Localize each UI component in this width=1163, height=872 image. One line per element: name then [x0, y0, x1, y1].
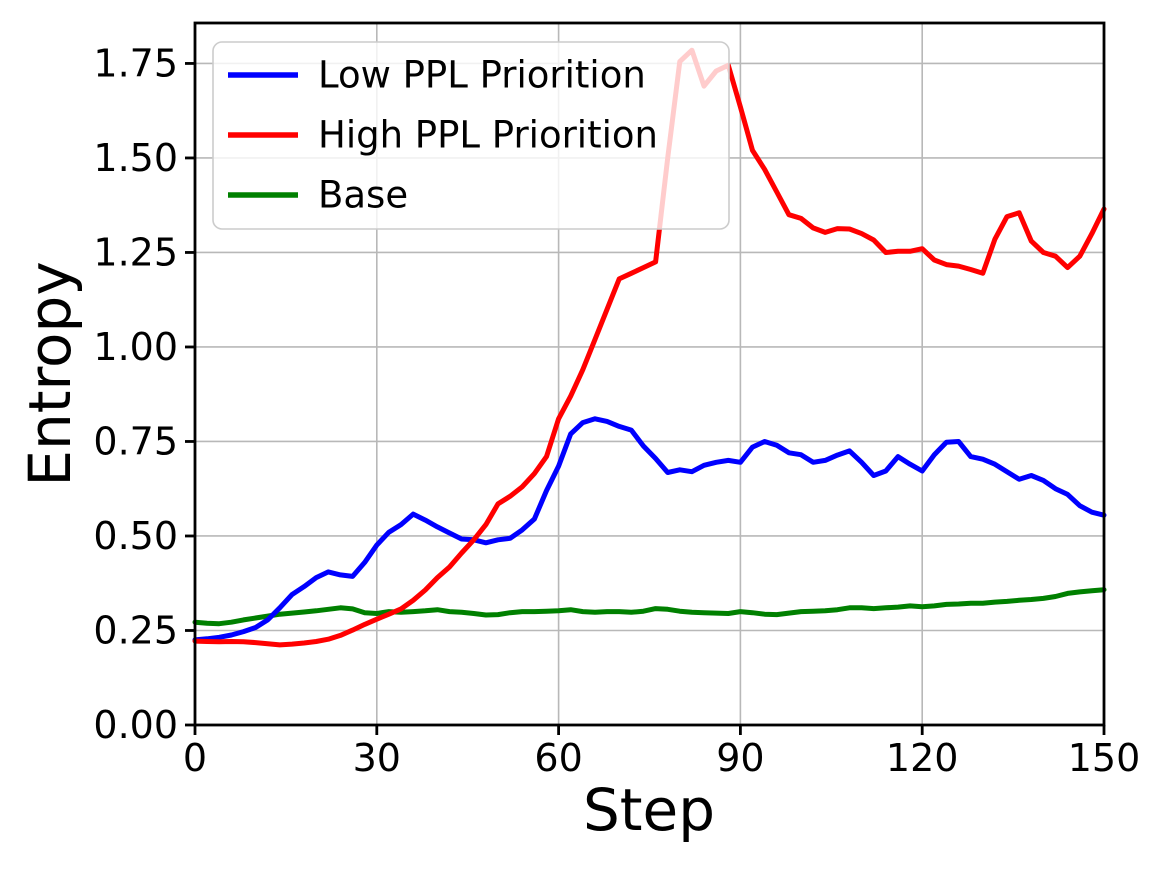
x-tick-label: 120: [886, 736, 959, 780]
x-tick-label: 60: [534, 736, 582, 780]
legend-entry-low-ppl: Low PPL Priorition: [228, 54, 646, 97]
y-tick-label: 0.50: [93, 514, 178, 558]
legend-entry-high-ppl: High PPL Priorition: [228, 114, 658, 157]
y-axis-ticks: 0.00 0.25 0.50 0.75 1.00 1.25 1.50 1.75: [93, 41, 195, 747]
x-axis-label: Step: [583, 776, 715, 844]
plot-frame: [193, 21, 1106, 727]
y-tick-label: 1.25: [93, 230, 178, 274]
y-axis-label: Entropy: [16, 261, 84, 486]
series-line-base: [192, 587, 1107, 627]
series-lines: [192, 47, 1107, 648]
legend-label-base: Base: [318, 174, 408, 217]
series-line-high-ppl-priorition: [192, 47, 1107, 648]
y-tick-label: 1.50: [93, 136, 178, 180]
y-tick-label: 0.25: [93, 608, 178, 652]
x-tick-label: 150: [1068, 736, 1141, 780]
legend-box: [212, 41, 730, 230]
legend-label-high-ppl: High PPL Priorition: [318, 114, 658, 157]
x-tick-label: 90: [716, 736, 764, 780]
y-tick-label: 0.00: [93, 703, 178, 747]
series-line-low-ppl-priorition: [192, 416, 1107, 643]
y-tick-label: 1.00: [93, 325, 178, 369]
x-tick-label: 30: [353, 736, 401, 780]
y-tick-label: 0.75: [93, 419, 178, 463]
legend: Low PPL Priorition High PPL Priorition B…: [212, 41, 730, 230]
legend-label-low-ppl: Low PPL Priorition: [318, 54, 646, 97]
x-axis-ticks: 0 30 60 90 120 150: [183, 725, 1140, 780]
legend-entry-base: Base: [228, 174, 408, 217]
x-tick-label: 0: [183, 736, 207, 780]
y-tick-label: 1.75: [93, 41, 178, 85]
